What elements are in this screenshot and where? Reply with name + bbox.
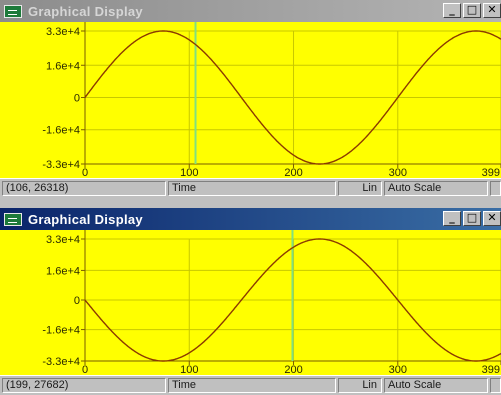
scale-mode[interactable]: Lin (338, 181, 382, 196)
y-tick-label: -3.3e+4 (42, 159, 80, 171)
y-tick-label: 0 (74, 93, 80, 105)
window-controls: _ □ ✕ (441, 3, 501, 18)
x-tick-label: 399 (482, 364, 500, 375)
series-line (84, 238, 501, 362)
app-icon (4, 212, 22, 226)
status-extra-cell (490, 181, 501, 196)
x-tick-label: 100 (180, 364, 198, 375)
y-tick-label: 3.3e+4 (46, 26, 80, 38)
plot-background (0, 230, 501, 375)
status-extra-cell (490, 378, 501, 393)
x-tick-label: 0 (82, 167, 88, 178)
close-button[interactable]: ✕ (483, 211, 501, 226)
cursor-coordinates: (199, 27682) (2, 378, 166, 393)
x-tick-label: 300 (389, 167, 407, 178)
window-title: Graphical Display (28, 211, 143, 227)
y-tick-label: 1.6e+4 (46, 265, 80, 277)
close-button[interactable]: ✕ (483, 3, 501, 18)
window-controls: _ □ ✕ (441, 211, 501, 226)
minimize-button[interactable]: _ (443, 211, 461, 226)
y-tick-label: -3.3e+4 (42, 356, 80, 368)
x-axis-label: Time (168, 378, 336, 393)
x-tick-label: 300 (389, 364, 407, 375)
y-tick-label: -1.6e+4 (42, 325, 80, 337)
y-tick-label: -1.6e+4 (42, 125, 80, 137)
graphical-display-window-bottom[interactable]: Graphical Display _ □ ✕ 3.3e+4 1.6e+4 0 -1.… (0, 208, 501, 395)
status-bar: (106, 26318) Time Lin Auto Scale (0, 178, 501, 198)
maximize-button[interactable]: □ (463, 3, 481, 18)
maximize-button[interactable]: □ (463, 211, 481, 226)
cursor-coordinates: (106, 26318) (2, 181, 166, 196)
waveform-plot[interactable]: 3.3e+41.6e+40-1.6e+4-3.3e+40 100 200 300 399 (0, 22, 501, 178)
title-bar[interactable]: Graphical Display _ □ ✕ (0, 208, 501, 230)
x-tick-label: 200 (284, 167, 302, 178)
graphical-display-window-top[interactable]: Graphical Display _ □ ✕ 3.3e+4 1.6e+4 0 -1.… (0, 0, 501, 198)
y-tick-label: 1.6e+4 (46, 60, 80, 72)
x-tick-label: 0 (82, 364, 88, 375)
series-line (84, 30, 501, 165)
auto-scale-button[interactable]: Auto Scale (384, 181, 488, 196)
x-tick-label: 200 (284, 364, 302, 375)
app-icon (4, 4, 22, 18)
window-title: Graphical Display (28, 3, 143, 19)
waveform-plot[interactable]: 3.3e+41.6e+40-1.6e+4-3.3e+40 100 200 300 399 (0, 230, 501, 375)
title-bar[interactable]: Graphical Display _ □ ✕ (0, 0, 501, 22)
status-bar: (199, 27682) Time Lin Auto Scale (0, 375, 501, 395)
auto-scale-button[interactable]: Auto Scale (384, 378, 488, 393)
y-tick-label: 0 (74, 295, 80, 307)
x-axis-label: Time (168, 181, 336, 196)
x-tick-label: 399 (482, 167, 500, 178)
minimize-button[interactable]: _ (443, 3, 461, 18)
scale-mode[interactable]: Lin (338, 378, 382, 393)
x-tick-label: 100 (180, 167, 198, 178)
y-tick-label: 3.3e+4 (46, 234, 80, 246)
plot-background (0, 22, 501, 178)
